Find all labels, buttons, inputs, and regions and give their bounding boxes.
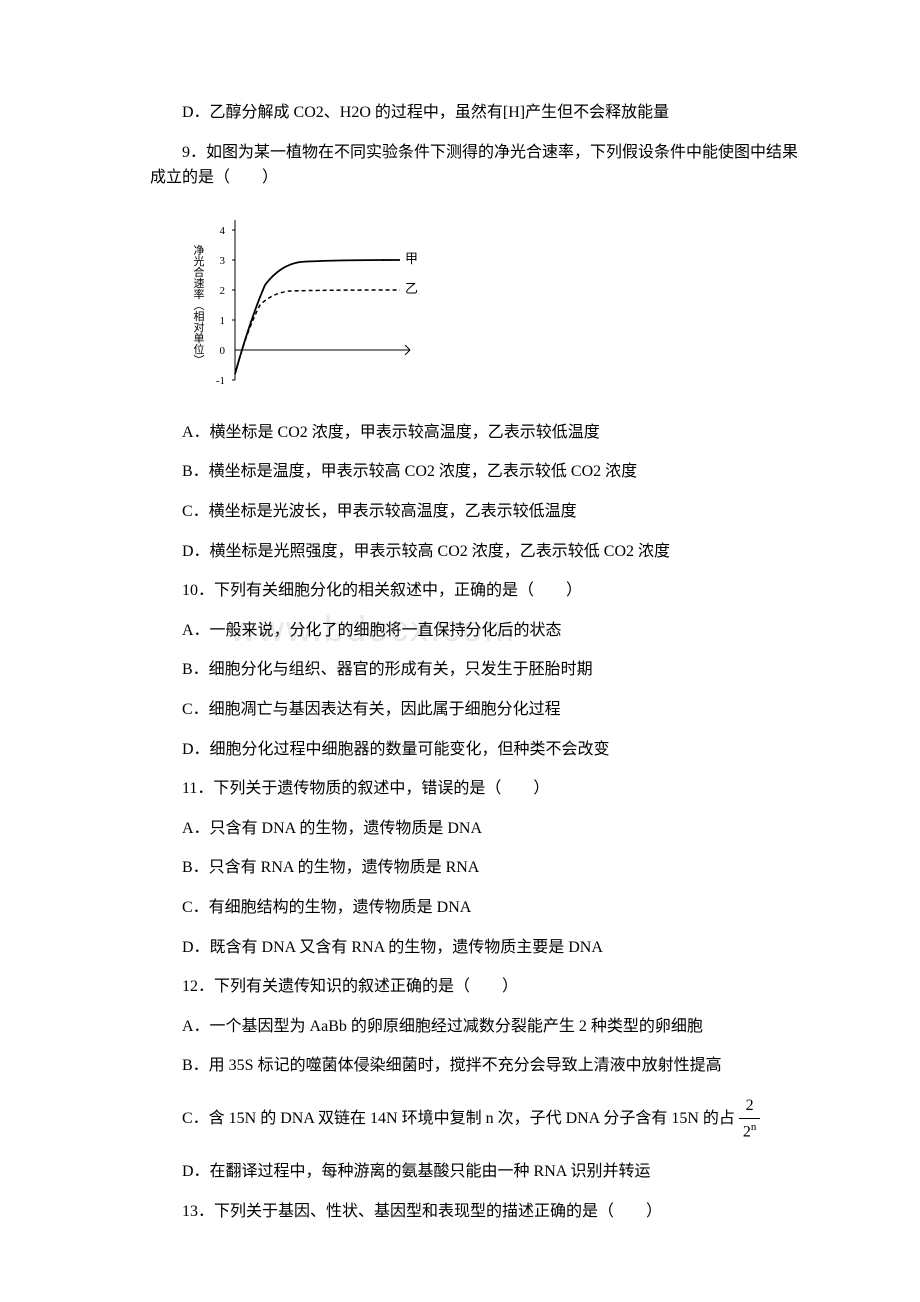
svg-text:净光合速率（相对单位）: 净光合速率（相对单位） [192,243,205,365]
photosynthesis-chart: 4 3 2 1 0 -1 甲 乙 净光合速率（相对单位） [180,205,430,405]
q11-stem: 11．下列关于遗传物质的叙述中，错误的是（ ） [150,776,800,802]
q12-option-d: D．在翻译过程中，每种游离的氨基酸只能由一种 RNA 识别并转运 [150,1159,800,1185]
fraction: 2 2n [739,1093,761,1146]
q9-stem: 9．如图为某一植物在不同实验条件下测得的净光合速率，下列假设条件中能使图中结果成… [150,140,800,191]
svg-text:乙: 乙 [405,281,418,296]
q12-stem: 12．下列有关遗传知识的叙述正确的是（ ） [150,974,800,1000]
q9-option-a: A．横坐标是 CO2 浓度，甲表示较高温度，乙表示较低温度 [150,420,800,446]
fraction-numerator: 2 [739,1093,761,1120]
q12-option-a: A．一个基因型为 AaBb 的卵原细胞经过减数分裂能产生 2 种类型的卵细胞 [150,1014,800,1040]
svg-text:4: 4 [220,225,226,237]
q10-option-c: C．细胞凋亡与基因表达有关，因此属于细胞分化过程 [150,697,800,723]
q12-option-c: C．含 15N 的 DNA 双链在 14N 环境中复制 n 次，子代 DNA 分… [150,1093,800,1146]
q13-stem: 13．下列关于基因、性状、基因型和表现型的描述正确的是（ ） [150,1199,800,1225]
svg-text:2: 2 [220,285,226,297]
svg-text:甲: 甲 [405,251,418,266]
q10-option-d: D．细胞分化过程中细胞器的数量可能变化，但种类不会改变 [150,737,800,763]
q9-option-d: D．横坐标是光照强度，甲表示较高 CO2 浓度，乙表示较低 CO2 浓度 [150,539,800,565]
q11-option-d: D．既含有 DNA 又含有 RNA 的生物，遗传物质主要是 DNA [150,935,800,961]
q11-option-b: B．只含有 RNA 的生物，遗传物质是 RNA [150,855,800,881]
q10-stem: 10．下列有关细胞分化的相关叙述中，正确的是（ ） [150,578,800,604]
q11-option-c: C．有细胞结构的生物，遗传物质是 DNA [150,895,800,921]
q12-option-b: B．用 35S 标记的噬菌体侵染细菌时，搅拌不充分会导致上清液中放射性提高 [150,1053,800,1079]
q9-option-b: B．横坐标是温度，甲表示较高 CO2 浓度，乙表示较低 CO2 浓度 [150,459,800,485]
q12c-text: C．含 15N 的 DNA 双链在 14N 环境中复制 n 次，子代 DNA 分… [182,1106,735,1132]
svg-text:0: 0 [220,345,226,357]
q10-option-b: B．细胞分化与组织、器官的形成有关，只发生于胚胎时期 [150,657,800,683]
q9-option-c: C．横坐标是光波长，甲表示较高温度，乙表示较低温度 [150,499,800,525]
svg-text:3: 3 [220,255,226,267]
svg-text:-1: -1 [216,375,225,387]
q10-option-a: A．一般来说，分化了的细胞将一直保持分化后的状态 [150,618,800,644]
q11-option-a: A．只含有 DNA 的生物，遗传物质是 DNA [150,816,800,842]
fraction-denominator: 2n [739,1119,761,1145]
svg-text:1: 1 [220,315,226,327]
q8-option-d: D．乙醇分解成 CO2、H2O 的过程中，虽然有[H]产生但不会释放能量 [150,100,800,126]
